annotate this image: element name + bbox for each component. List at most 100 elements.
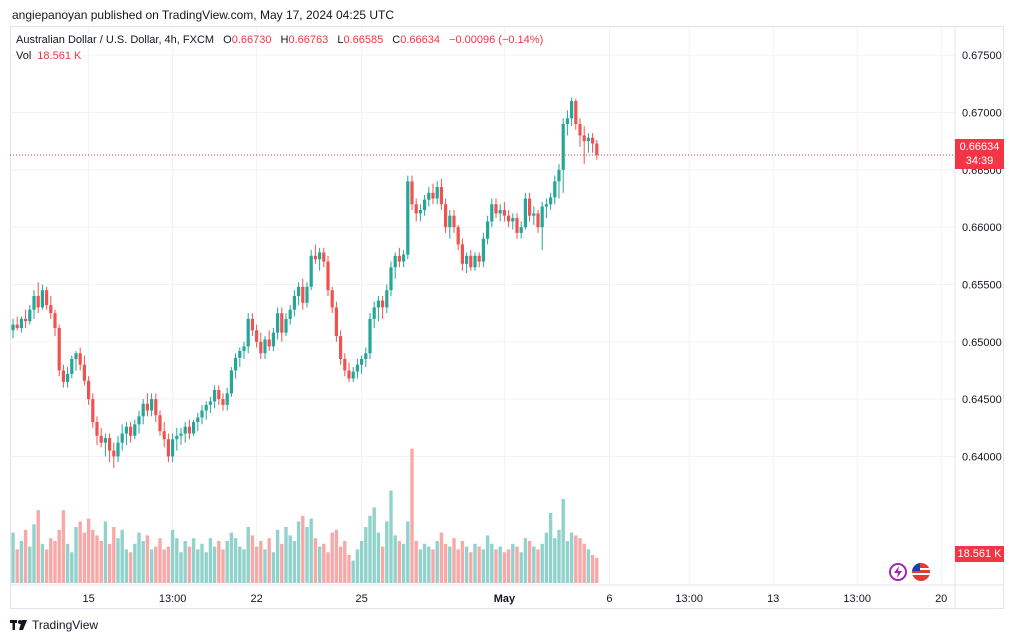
volume-bar — [519, 552, 523, 583]
symbol-name: Australian Dollar / U.S. Dollar, 4h, FXC… — [16, 34, 215, 46]
footer: TradingView — [10, 618, 98, 632]
candle-body — [225, 393, 229, 405]
candle-body — [204, 404, 208, 411]
volume-bar — [107, 543, 112, 583]
candle-body — [154, 399, 158, 416]
volume-bar — [238, 546, 242, 583]
volume-bar — [578, 538, 582, 583]
volume-bar — [246, 527, 250, 583]
volume-bar — [322, 543, 326, 583]
candle-body — [15, 324, 19, 329]
volume-bar — [490, 543, 494, 583]
tradingview-logo-icon — [10, 620, 27, 630]
volume-bar — [586, 549, 591, 583]
close-value: 0.66634 — [400, 34, 440, 46]
volume-bar — [82, 532, 87, 583]
candle-body — [116, 442, 120, 457]
volume-bar — [456, 549, 460, 583]
volume-bar — [397, 541, 402, 583]
candle-body — [292, 295, 296, 310]
flag-icon[interactable] — [912, 563, 930, 581]
lightning-icon[interactable] — [889, 563, 907, 581]
candle-body — [297, 286, 301, 296]
candle-body — [586, 137, 590, 142]
candle-body — [561, 124, 565, 170]
candle-body — [540, 206, 544, 228]
candle-body — [78, 353, 82, 365]
volume-bar — [574, 535, 578, 583]
volume-bar — [124, 549, 129, 583]
candle-body — [87, 380, 91, 400]
volume-bar — [422, 543, 427, 583]
candle-body — [250, 318, 254, 331]
candle-body — [36, 295, 40, 308]
y-tick-label: 0.64000 — [962, 451, 1002, 463]
volume-bar — [301, 515, 305, 583]
candle-body — [486, 221, 490, 239]
candle-body — [460, 244, 464, 264]
volume-bar — [200, 543, 204, 583]
volume-bar — [212, 546, 217, 583]
candle-body — [595, 143, 599, 155]
volume-bar — [288, 535, 292, 583]
volume-bar — [242, 549, 246, 583]
volume-bar — [553, 538, 557, 583]
candle-body — [150, 399, 154, 411]
candle-body — [477, 255, 481, 262]
candle-body — [473, 255, 477, 268]
volume-bar — [95, 535, 99, 583]
volume-bar — [368, 515, 372, 583]
volume-bar — [78, 521, 82, 583]
volume-bar — [259, 541, 263, 583]
volume-value: 18.561 K — [37, 50, 82, 62]
candle-body — [32, 295, 36, 310]
volume-bar — [343, 541, 347, 583]
candle-body — [74, 353, 78, 359]
candle-body — [410, 181, 414, 205]
candle-body — [70, 359, 74, 374]
candle-body — [40, 290, 44, 308]
candle-body — [309, 255, 313, 287]
candle-body — [45, 290, 49, 306]
x-tick-label: May — [494, 593, 516, 605]
last-volume-tag: 18.561 K — [955, 546, 1004, 562]
candle-body — [108, 438, 112, 451]
x-tick-label: 25 — [355, 593, 367, 605]
candle-body — [502, 209, 506, 216]
candle-body — [444, 204, 448, 228]
volume-bar — [380, 546, 385, 583]
candle-body — [339, 336, 343, 359]
volume-bar — [103, 521, 108, 583]
y-tick-label: 0.67000 — [962, 108, 1002, 120]
candle-body — [234, 357, 238, 371]
candle-body — [326, 261, 330, 291]
last-price-tag: 0.66634 34:39 — [955, 139, 1004, 169]
candle-body — [318, 252, 322, 260]
volume-bar — [527, 541, 532, 583]
volume-bar — [305, 527, 309, 583]
symbol-legend: Australian Dollar / U.S. Dollar, 4h, FXC… — [16, 34, 543, 46]
candle-body — [217, 389, 221, 400]
candle-body — [347, 370, 351, 379]
volume-bar — [309, 518, 313, 583]
volume-bar — [511, 543, 515, 583]
volume-bar — [443, 543, 448, 583]
volume-bar — [191, 538, 196, 583]
chart-frame — [10, 26, 1004, 609]
volume-bar — [292, 541, 297, 583]
candle-body — [532, 213, 536, 216]
volume-bar — [233, 538, 238, 583]
volume-bar — [170, 529, 175, 583]
candle-body — [523, 198, 527, 228]
volume-bar — [15, 549, 19, 583]
candle-body — [301, 286, 305, 303]
volume-bar — [439, 532, 444, 583]
volume-bar — [351, 560, 355, 583]
volume-bar — [271, 552, 276, 583]
candle-body — [129, 426, 133, 436]
candle-body — [402, 254, 406, 262]
candle-body — [582, 135, 586, 142]
candle-body — [355, 364, 359, 372]
candle-body — [145, 403, 149, 411]
